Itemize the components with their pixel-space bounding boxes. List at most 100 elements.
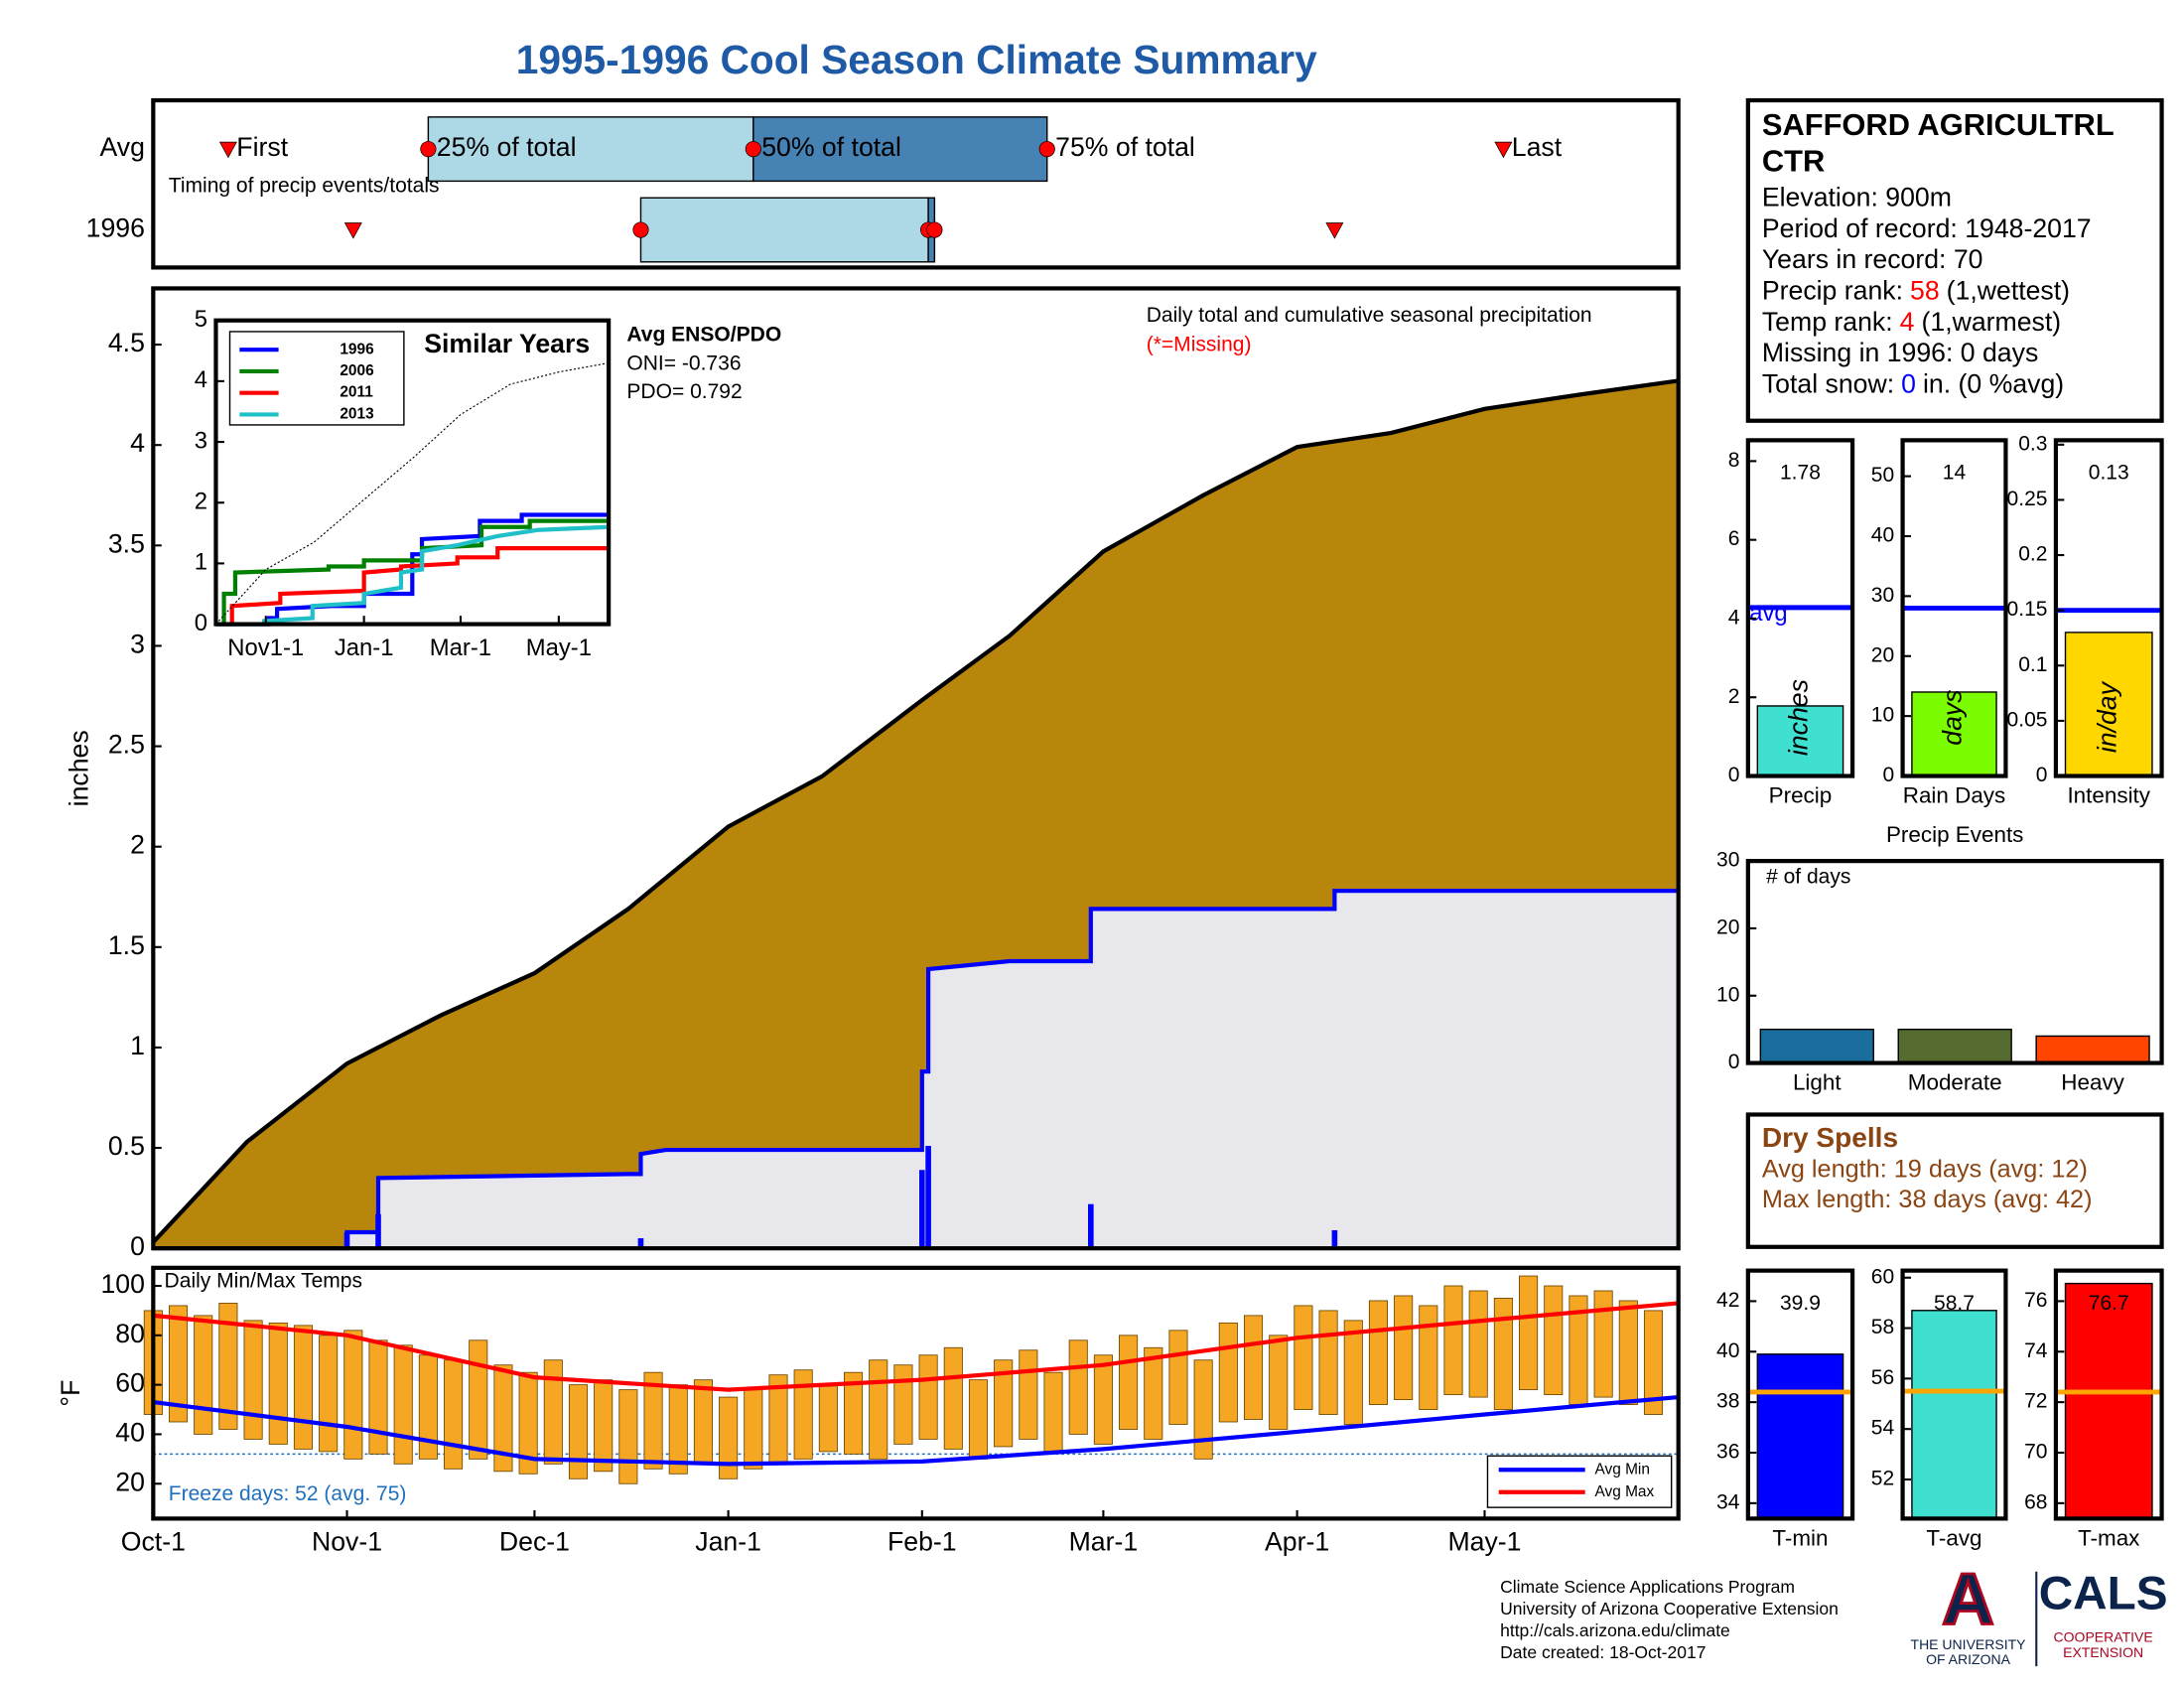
temp-range-bar [194, 1315, 213, 1435]
y-tick-label: 3.5 [108, 528, 145, 558]
annotation: Daily total and cumulative seasonal prec… [1147, 304, 1592, 327]
temp-range-bar [1643, 1310, 1664, 1415]
area-fill [153, 891, 1679, 1249]
y-tick-label: 2 [195, 489, 207, 515]
daily-bar [375, 1213, 381, 1249]
unit-label: days [1938, 689, 1968, 745]
temp-range-bar [893, 1364, 913, 1445]
temp-range-bar [918, 1354, 938, 1440]
station-text: Period of record: 1948-2017 [1762, 213, 2092, 243]
temp-range-bar [968, 1379, 989, 1460]
x-tick-label: Mar-1 [1069, 1527, 1139, 1557]
logo-cals: CALS [2039, 1568, 2168, 1620]
annotation: ONI= -0.736 [626, 352, 741, 374]
station-name: SAFFORD AGRICULTRL [1762, 107, 2115, 142]
y-tick-label: 20 [1871, 643, 1894, 666]
quartile-box [427, 116, 754, 183]
y-tick-label: 20 [1716, 915, 1739, 938]
plot-frame [151, 286, 1681, 1251]
y-tick-label: 0 [130, 1231, 145, 1261]
station-line: Period of record: 1948-2017 [1762, 213, 2092, 243]
y-tick-label: 0 [1882, 764, 1894, 786]
temp-range-bar [1043, 1371, 1063, 1453]
daily-bar [925, 1146, 931, 1249]
y-tick-label: 6 [1728, 527, 1740, 550]
temp-range-bar [469, 1339, 488, 1460]
y-tick-label: 72 [2024, 1390, 2047, 1413]
y-tick-label: 40 [1871, 524, 1894, 547]
x-tick-label: Nov-1 [312, 1527, 382, 1557]
quartile-box [639, 197, 929, 263]
y-tick-label: 74 [2024, 1339, 2048, 1362]
plot-frame [213, 318, 612, 627]
y-tick-label: 50 [1871, 464, 1894, 487]
temp-range-bar [243, 1320, 263, 1440]
value-label: 39.9 [1780, 1292, 1821, 1315]
station-text: 0 [1901, 368, 1916, 398]
station-box [1745, 97, 2164, 423]
legend-label: 2006 [340, 362, 374, 379]
temp-range-bar [1068, 1339, 1088, 1435]
timing-label: Last [1512, 132, 1563, 162]
temp-range-bar [343, 1330, 363, 1460]
temp-range-bar [1443, 1285, 1463, 1396]
inset-title: Similar Years [424, 329, 590, 358]
y-tick-label: 0.2 [2018, 543, 2047, 566]
avg-temp-line [153, 1301, 1679, 1392]
timing-marker [745, 141, 761, 158]
legend-label: 2013 [340, 406, 374, 423]
temp-range-bar [844, 1371, 864, 1455]
legend-label: Avg Max [1595, 1483, 1655, 1500]
legend-box [1486, 1455, 1673, 1508]
value-label: 58.7 [1934, 1292, 1975, 1315]
annotation: # of days [1766, 866, 1850, 889]
temp-range-bar [943, 1346, 963, 1450]
dry-spells-box [1745, 1112, 2164, 1249]
y-tick-label: 10 [1716, 983, 1739, 1006]
y-tick-label: 0 [1728, 1051, 1740, 1073]
station-text: 4 [1900, 307, 1915, 337]
station-line: Total snow: 0 in. (0 %avg) [1762, 368, 2064, 398]
y-tick-label: 42 [1716, 1289, 1739, 1312]
temp-range-bar [818, 1384, 838, 1453]
series-line [215, 524, 610, 627]
timing-marker [926, 221, 943, 238]
temp-range-bar [1168, 1330, 1188, 1425]
dry-spells-title: Dry Spells [1762, 1122, 1898, 1153]
temp-range-bar [1544, 1285, 1564, 1396]
value-label: 1.78 [1780, 462, 1821, 485]
cumulative-line [151, 378, 1679, 1244]
temp-range-bar [1318, 1310, 1338, 1415]
plot-frame [2053, 1268, 2164, 1521]
temp-range-bar [568, 1384, 589, 1479]
footer-line: http://cals.arizona.edu/climate [1500, 1620, 1730, 1640]
station-text: Temp rank: [1762, 307, 1893, 337]
temp-range-bar [1144, 1346, 1163, 1440]
y-tick-label: 20 [115, 1467, 145, 1496]
y-tick-label: 100 [100, 1269, 144, 1299]
temp-range-bar [493, 1364, 513, 1473]
y-tick-label: 2 [1728, 685, 1740, 708]
plot-frame [2053, 438, 2164, 778]
plot-frame [1900, 438, 2008, 778]
station-text: Years in record: 70 [1762, 244, 1983, 274]
plot-frame [1745, 859, 2164, 1065]
y-tick-label: 2.5 [108, 730, 145, 760]
bar [1911, 1310, 1997, 1520]
x-tick-label: Apr-1 [1265, 1527, 1329, 1557]
y-axis-label: inches [64, 730, 93, 806]
y-tick-label: 80 [115, 1319, 145, 1348]
temp-range-bar [1618, 1300, 1638, 1405]
temp-range-bar [719, 1396, 739, 1479]
y-tick-label: 0.05 [2007, 708, 2048, 731]
temp-range-bar [869, 1359, 888, 1460]
temp-range-bar [543, 1359, 563, 1465]
station-name: CTR [1762, 143, 1825, 178]
annotation: PDO= 0.792 [626, 380, 742, 403]
panel-title: Precip Events [1886, 822, 2023, 847]
footer-line: Date created: 18-Oct-2017 [1500, 1642, 1706, 1662]
y-tick-label: 10 [1871, 704, 1894, 727]
y-tick-label: 38 [1716, 1390, 1739, 1413]
logo-text: THE UNIVERSITY [1911, 1636, 2027, 1652]
